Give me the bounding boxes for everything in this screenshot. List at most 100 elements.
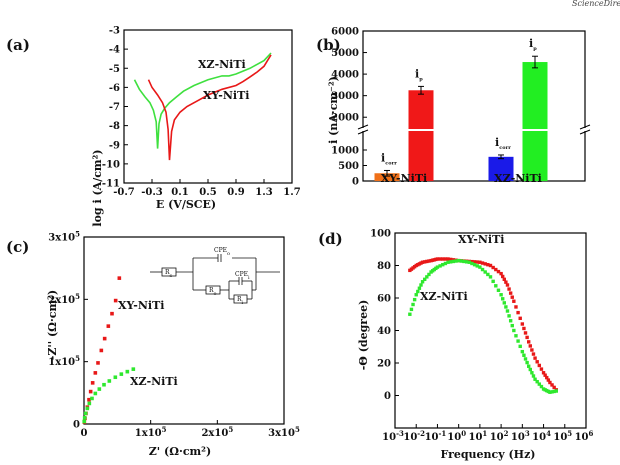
- panel-b-ytick-label: 3000: [331, 91, 359, 102]
- panel-c-point-xy: [88, 389, 93, 394]
- panel-a-ytick-label: -6: [109, 83, 120, 94]
- panel-d-point-xz: [409, 307, 414, 312]
- panel-c-point-xz: [119, 372, 124, 376]
- panel-c-point-xz: [82, 419, 86, 424]
- corner-text: ScienceDirect: [572, 0, 620, 8]
- panel-a-ytick-label: -7: [109, 102, 120, 113]
- panel-c-point-xz: [131, 367, 136, 371]
- panel-b-category-xz: XZ-NiTi: [494, 172, 542, 185]
- panel-d-point-xy: [470, 259, 474, 264]
- panel-d-point-xy: [552, 385, 556, 390]
- panel-c-xtick-label: 1x105: [135, 425, 167, 439]
- panel-b-ytick-label: 4000: [331, 70, 359, 81]
- panel-d-point-xz: [520, 349, 525, 354]
- panel-d-point-xy: [543, 373, 547, 377]
- panel-c-point-xz: [87, 401, 92, 406]
- panel-d-point-xz: [516, 339, 520, 343]
- panel-d-point-xy: [501, 274, 505, 279]
- panel-d-xtick-label: 105: [553, 429, 572, 443]
- panel-d-point-xy: [443, 257, 448, 261]
- panel-d-point-xz: [548, 390, 552, 394]
- panel-c-point-xz: [93, 391, 98, 396]
- panel-c-label: (c): [6, 238, 29, 256]
- panel-d-point-xz: [483, 270, 487, 274]
- panel-d-point-xy: [539, 367, 544, 371]
- panel-d-point-xz: [414, 293, 418, 297]
- panel-d-point-xy: [530, 348, 534, 352]
- panel-c-frame: [83, 236, 285, 425]
- panel-d-point-xy: [535, 360, 539, 364]
- panel-d-point-xz: [510, 323, 514, 328]
- panel-d-point-xz: [470, 261, 474, 266]
- panel-d-point-xz: [438, 264, 442, 268]
- panel-d-point-xy: [494, 267, 498, 272]
- panel-b-ytick-label: 5000: [331, 48, 359, 59]
- panel-d-point-xy: [528, 344, 532, 348]
- panel-b-axis-break-gap-left: [360, 128, 366, 131]
- panel-d-point-xz: [518, 344, 522, 349]
- panel-c-ytick-label: 0: [73, 420, 80, 431]
- panel-b-bar-i_p-XZ-NiTi: [522, 62, 548, 181]
- panel-d-point-xy: [533, 356, 537, 360]
- panel-d-point-xy: [545, 375, 549, 380]
- panel-a-xtick-label: 0.1: [171, 187, 188, 198]
- panel-a-ytick-label: -9: [109, 140, 120, 151]
- panel-c-plot: 00 1x105 1x105 2x105 2x105 3x105 3x105 Rs CPEo Ro…: [48, 230, 300, 440]
- panel-d-point-xy: [541, 371, 546, 375]
- panel-c-point-xy: [99, 348, 104, 353]
- panel-d-point-xz: [454, 259, 458, 263]
- panel-d-point-xy: [507, 287, 511, 291]
- panel-d-point-xz: [494, 284, 498, 288]
- panel-d-point-xz: [408, 312, 412, 316]
- panel-c-circuit-label-cpe-o: CPEo: [214, 247, 230, 257]
- panel-b-ytick-label: 6000: [331, 27, 359, 38]
- panel-d-point-xz: [464, 260, 469, 264]
- panel-d-point-xz: [459, 259, 464, 263]
- panel-c-point-xz: [83, 411, 88, 416]
- panel-d-point-xy: [475, 260, 479, 264]
- panel-a-xtick-label: -0.7: [113, 187, 135, 198]
- panel-d-point-xz: [472, 262, 477, 267]
- panel-c-ylabel: -Z'' (Ω·cm²): [46, 290, 59, 360]
- panel-c-circuit-label-rs: Rs: [165, 269, 173, 279]
- panel-b-axis-break-gap-right: [582, 128, 588, 131]
- panel-d-xlabel: Frequency (Hz): [440, 448, 535, 461]
- panel-d-point-xy: [435, 257, 440, 261]
- panel-d-point-xz: [539, 384, 544, 389]
- panel-d-point-xz: [499, 293, 503, 297]
- panel-d-point-xy: [483, 262, 487, 266]
- panel-d-point-xz: [554, 389, 558, 393]
- panel-b-bar-label-i_corr: icorr: [495, 136, 511, 151]
- panel-d-point-xy: [550, 383, 554, 387]
- panel-d-point-xy: [525, 335, 529, 340]
- panel-d-point-xy: [522, 326, 526, 331]
- panel-d-point-xy: [488, 263, 493, 268]
- panel-b-axis-break-mark: [579, 129, 591, 135]
- panel-a-ytick-label: -8: [109, 121, 120, 132]
- panel-a-ytick-label: -10: [102, 159, 120, 170]
- panel-c-xtick-label: 2x105: [201, 425, 233, 439]
- panel-d-xtick-label: 10-1: [425, 429, 447, 443]
- panel-a-xz-annotation: XZ-NiTi: [198, 58, 246, 71]
- panel-c-point-xz: [82, 415, 87, 420]
- panel-d-point-xz: [501, 297, 505, 301]
- panel-d-point-xz: [451, 259, 456, 264]
- panel-c-point-xy: [87, 397, 91, 402]
- panel-d-point-xy: [546, 378, 551, 382]
- panel-d-point-xy: [486, 262, 490, 267]
- panel-d-point-xy: [446, 257, 450, 261]
- panel-d-point-xz: [443, 261, 448, 266]
- panel-c-point-xz: [97, 387, 102, 391]
- panel-a-xlabel: E (V/SCE): [156, 198, 216, 211]
- panel-d-point-xz: [441, 262, 445, 267]
- panel-d-xtick-label: 10-3: [382, 429, 404, 443]
- panel-c-circuit-label-ri: Ri: [237, 296, 244, 306]
- panel-d-point-xz: [505, 309, 510, 313]
- panel-a-ylabel: log i (A/cm²): [91, 149, 104, 226]
- panel-c-point-xy: [102, 336, 107, 341]
- panel-c: (c) 00 1x105 1x105 2x105 2x105 3x105 3x105 Rs CP…: [6, 230, 300, 459]
- panel-d-point-xz: [467, 260, 471, 264]
